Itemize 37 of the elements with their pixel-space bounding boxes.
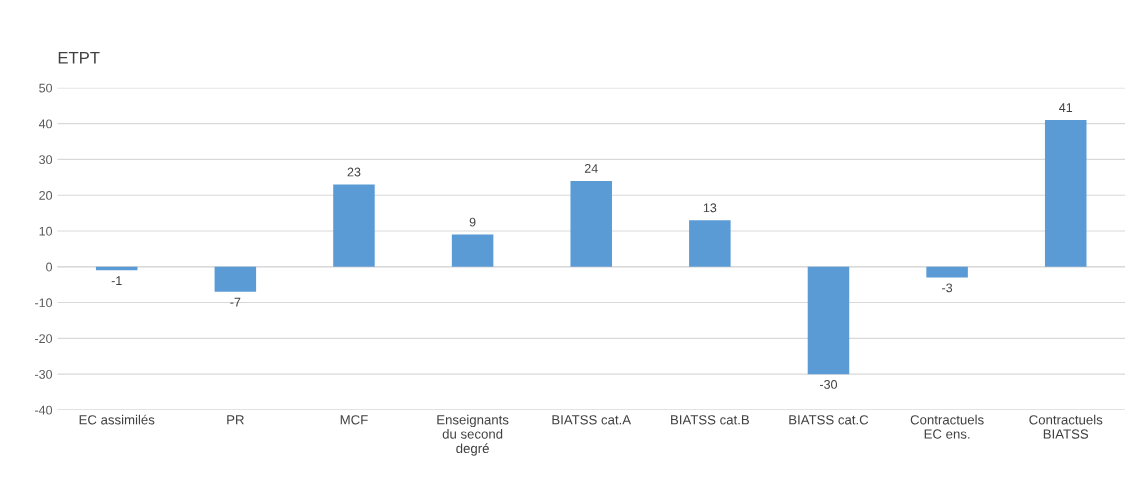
y-tick-label: -20 [35,334,53,343]
bar [926,266,968,278]
data-label: 24 [584,164,598,173]
bar [1044,120,1087,267]
x-tick-label: PR [227,415,244,425]
y-tick-label: 20 [39,191,53,200]
x-tick-label: MCF [340,415,368,425]
y-tick-label: -10 [35,298,53,308]
x-tick-label: BIATSS cat.C [789,415,869,425]
x-tick-label: EC assimilés [79,414,155,425]
y-tick-label: -30 [35,369,53,379]
x-tick-label: Contractuels EC ens. [910,414,984,439]
bar [807,266,850,375]
bar [214,266,257,292]
x-tick-label: Enseignants du second degré [437,414,509,456]
bar [570,180,612,267]
x-tick-label: BIATSS cat.A [552,415,632,425]
x-tick-label: Contractuels BIATSS [1029,414,1103,439]
data-label: 13 [703,203,717,213]
data-label: -1 [111,276,122,285]
data-label: 23 [347,167,361,177]
y-tick-label: 10 [39,226,53,236]
y-tick-label: 0 [46,262,53,272]
bar [689,220,731,267]
y-tick-label: 30 [39,155,53,165]
data-label: -30 [820,380,838,389]
bar [451,234,494,267]
y-tick-label: 40 [38,119,53,129]
y-tick-label: -40 [35,405,53,415]
data-label: 41 [1059,103,1073,112]
y-axis-title: ETPT [58,51,100,64]
data-label: -3 [942,283,953,293]
data-label: -7 [230,297,241,307]
bar [333,184,375,267]
x-tick-label: BIATSS cat.B [671,415,749,425]
y-tick-label: 50 [39,83,53,93]
data-label: 9 [469,217,476,227]
